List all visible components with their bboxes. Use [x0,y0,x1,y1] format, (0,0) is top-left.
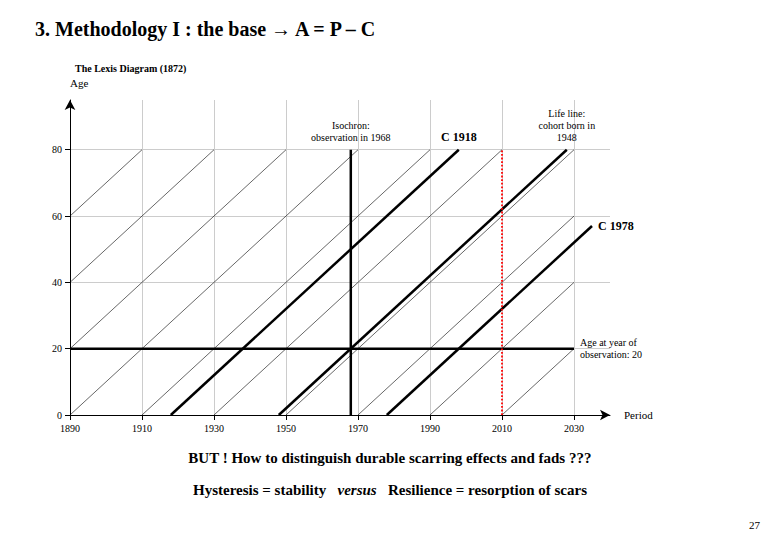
svg-text:2010: 2010 [492,423,512,434]
svg-text:Hysteresis = stability: Hysteresis = stability [193,482,327,498]
svg-text:BUT ! How to distinguish durab: BUT ! How to distinguish durable scarrin… [188,450,591,466]
svg-text:1910: 1910 [132,423,152,434]
svg-text:Resilience = resorption of sca: Resilience = resorption of scars [388,482,587,498]
svg-text:Age: Age [70,77,88,89]
svg-text:1930: 1930 [204,423,224,434]
svg-text:versus: versus [338,482,377,498]
svg-text:observation: 20: observation: 20 [580,349,642,360]
svg-text:60: 60 [52,211,62,222]
svg-text:3. Methodology I : the base →: 3. Methodology I : the base → A = P – C [35,18,375,41]
svg-text:0: 0 [57,410,62,421]
svg-text:Period: Period [624,409,653,421]
svg-text:1950: 1950 [276,423,296,434]
svg-text:1990: 1990 [420,423,440,434]
svg-text:2030: 2030 [564,423,584,434]
svg-text:C 1978: C 1978 [598,219,634,233]
svg-text:Age at year of: Age at year of [580,337,638,348]
svg-text:C 1918: C 1918 [441,130,477,144]
svg-text:27: 27 [749,519,761,531]
svg-text:40: 40 [52,277,62,288]
svg-text:1890: 1890 [60,423,80,434]
svg-text:Isochron:: Isochron: [332,120,370,131]
svg-text:80: 80 [52,144,62,155]
svg-text:1970: 1970 [348,423,368,434]
svg-text:The Lexis Diagram (1872): The Lexis Diagram (1872) [75,63,186,75]
svg-text:cohort born in: cohort born in [538,120,595,131]
svg-text:observation in 1968: observation in 1968 [311,132,390,143]
svg-text:Life line:: Life line: [548,108,585,119]
svg-text:20: 20 [52,343,62,354]
svg-text:1948: 1948 [557,132,577,143]
